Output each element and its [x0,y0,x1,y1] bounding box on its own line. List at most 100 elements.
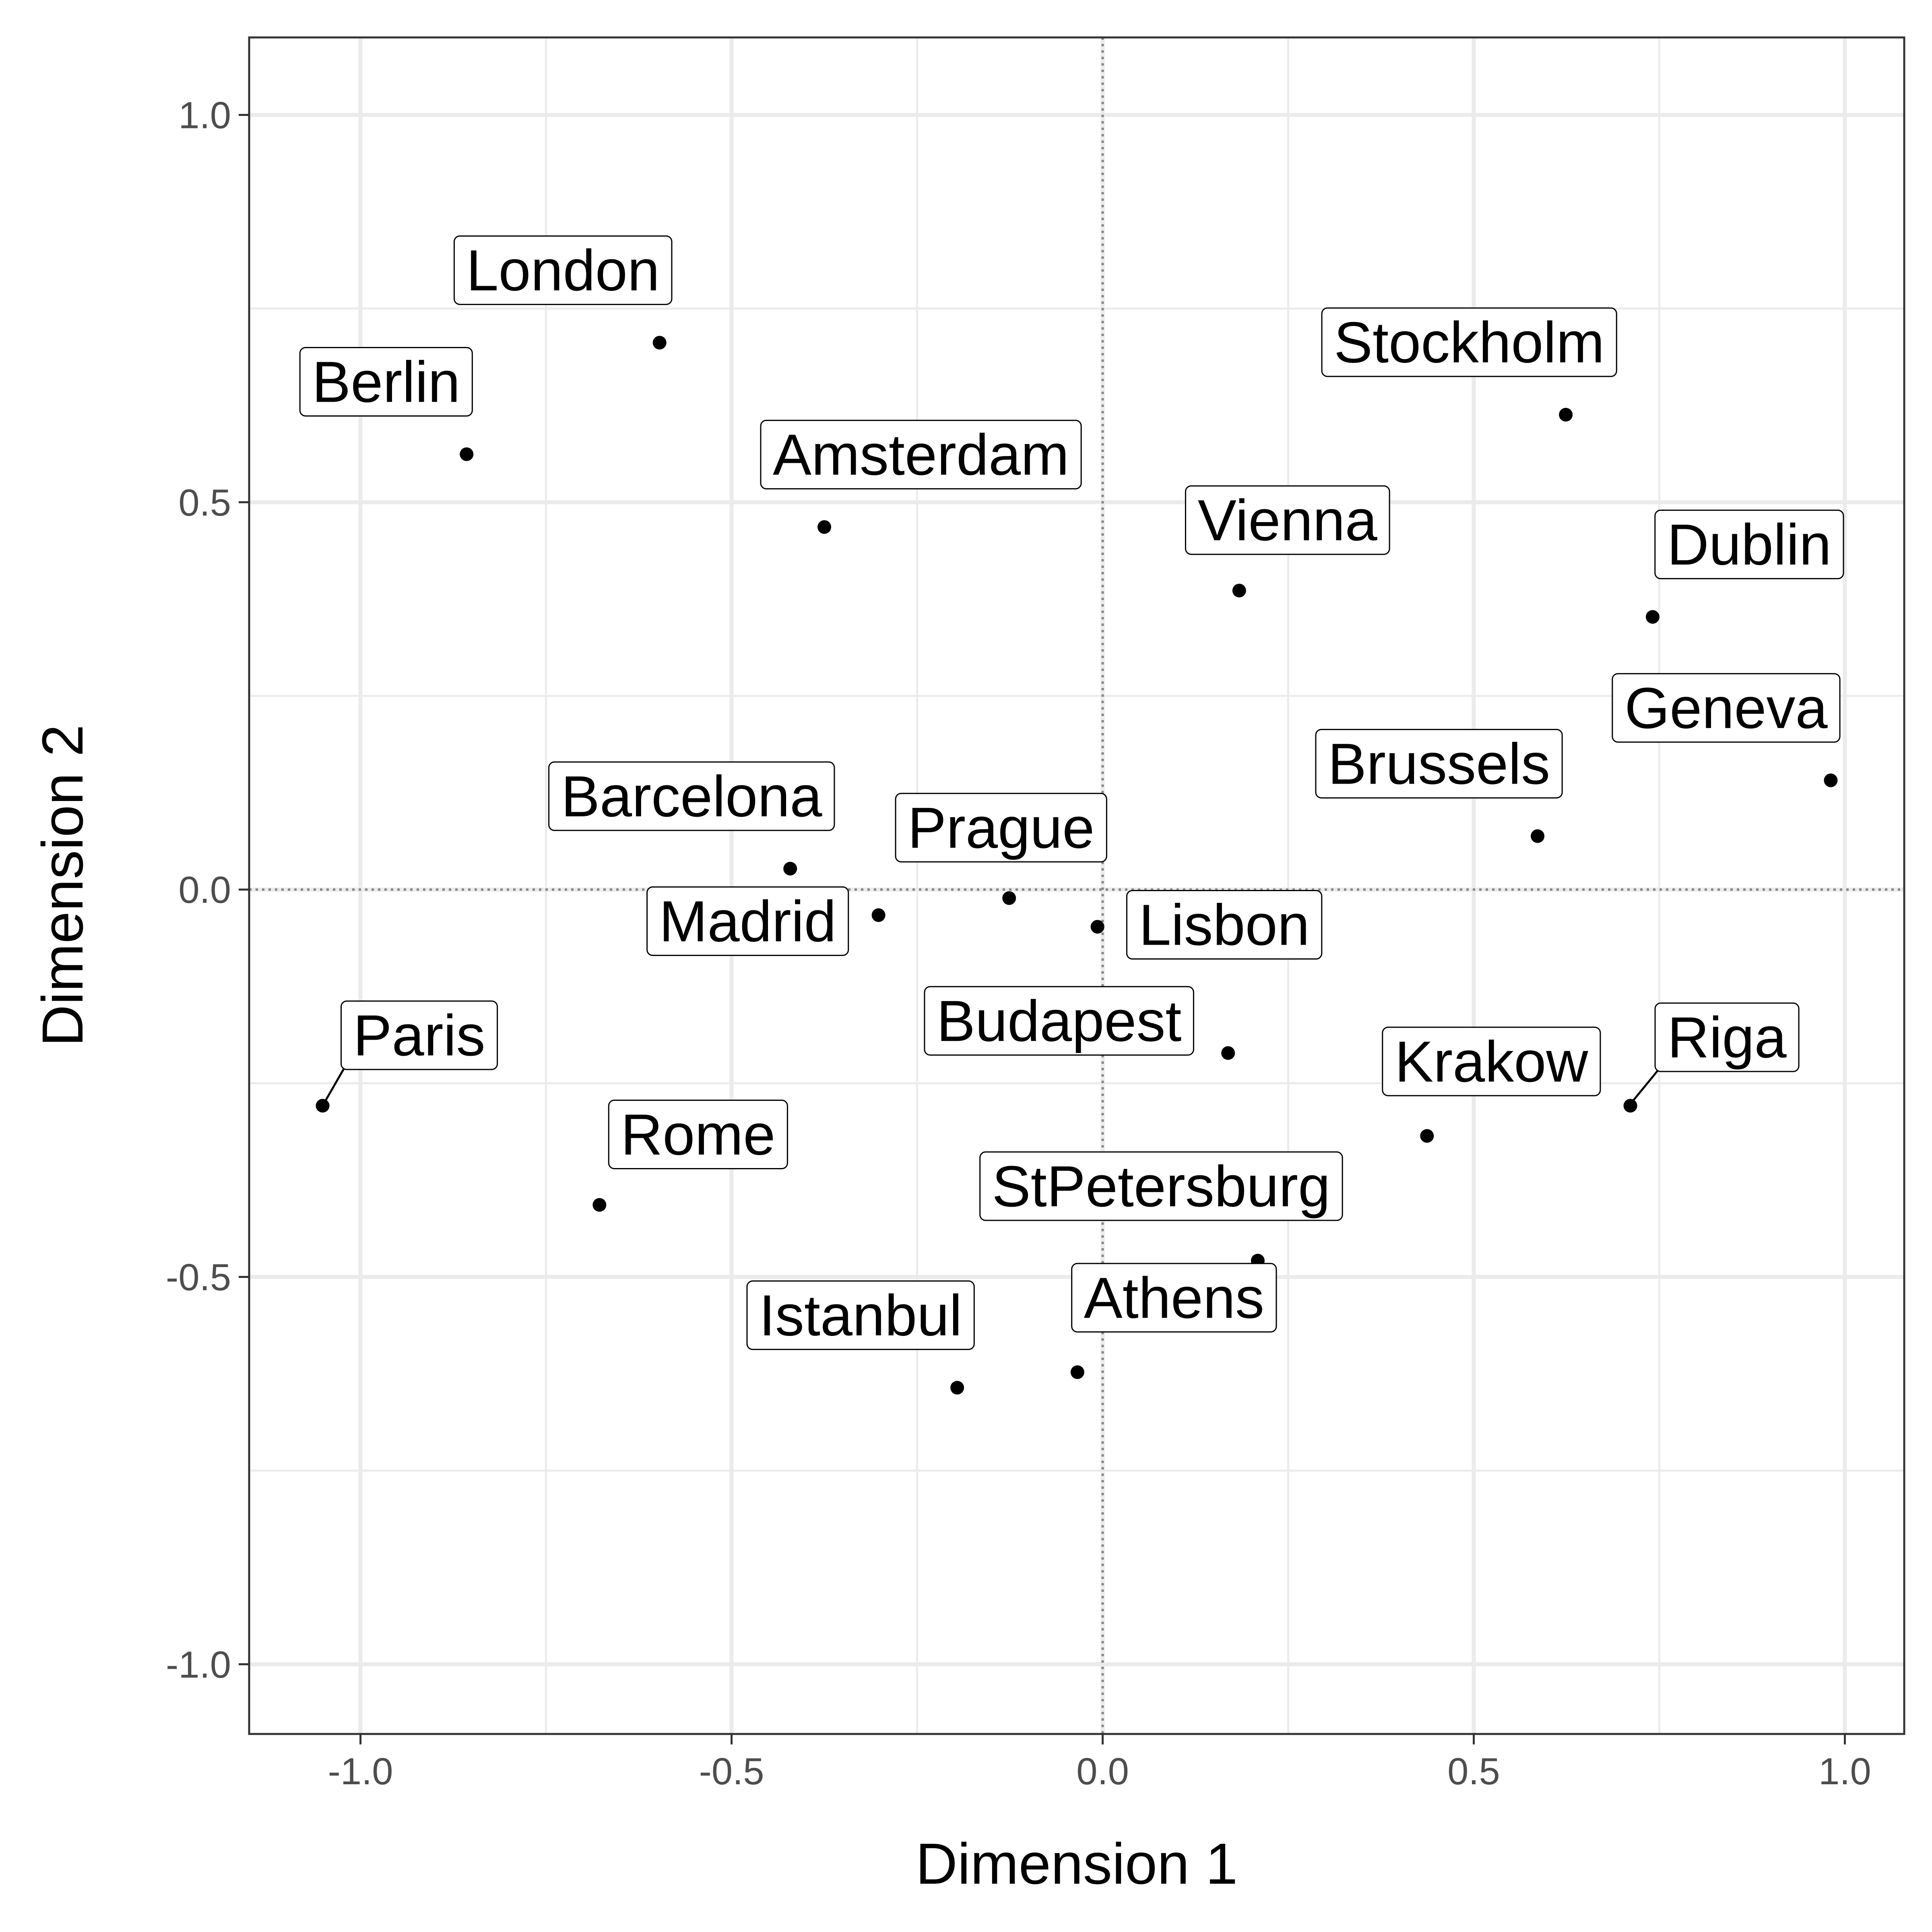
data-point [1559,408,1573,422]
point-label-box [1315,729,1563,799]
point-label: Rome [608,1099,788,1169]
data-point [1531,829,1545,843]
data-point [1002,891,1016,905]
point-label: Barcelona [548,761,835,831]
point-label: Lisbon [1126,890,1323,960]
data-point [460,447,474,461]
data-point [592,1198,607,1212]
data-point [1070,1365,1084,1379]
point-label-text: Rome [621,1102,775,1167]
point-label-text: Budapest [937,989,1181,1053]
data-point [817,520,832,534]
point-label-box [760,419,1082,489]
point-label-text: Riga [1668,1005,1787,1070]
point-label-text: Amsterdam [773,422,1069,487]
point-label: Riga [1633,1002,1800,1101]
data-point [1623,1099,1637,1113]
point-label-text: Madrid [659,889,836,954]
point-label-box [341,1000,498,1070]
point-label-text: Stockholm [1334,310,1604,375]
point-label: Budapest [924,986,1194,1056]
point-label-text: Barcelona [561,764,822,829]
point-label-text: Krakow [1395,1029,1588,1094]
point-label: Geneva [1612,673,1841,743]
point-label-text: Vienna [1198,488,1378,553]
x-tick-label: -1.0 [328,1750,393,1792]
y-tick-label: -0.5 [166,1256,231,1298]
point-label-box [608,1099,788,1169]
plot-panel [249,37,1904,1734]
point-label-text: Brussels [1328,731,1550,796]
point-label: Istanbul [746,1280,975,1350]
x-axis-title: Dimension 1 [916,1831,1238,1896]
data-points [316,336,1838,1395]
point-label-text: Lisbon [1139,893,1309,958]
point-label: Stockholm [1321,307,1617,377]
point-label: Prague [895,793,1107,863]
point-label-box [746,1280,975,1350]
point-label: Vienna [1185,485,1390,555]
x-tick-label: 0.5 [1447,1750,1500,1792]
point-label-text: Berlin [312,349,460,414]
data-point [1090,920,1104,934]
point-label-box [646,886,849,956]
point-label: Paris [325,1000,498,1101]
label-leader-line [1633,1069,1659,1101]
point-label-box [1654,1002,1800,1072]
point-label-text: Dublin [1667,512,1831,577]
point-label-text: Istanbul [759,1283,962,1348]
point-label-box [1126,890,1323,960]
point-label-text: Paris [353,1003,485,1068]
point-label-text: StPetersburg [992,1154,1330,1219]
data-point [1221,1046,1235,1060]
point-label-box [924,986,1194,1056]
point-label: Athens [1071,1263,1277,1333]
point-label-box [453,235,673,305]
data-point [316,1099,330,1113]
point-label-box [1321,307,1617,377]
point-label: Berlin [299,347,473,417]
point-label: London [453,235,673,305]
x-tick-label: 0.0 [1076,1750,1129,1792]
point-label-box [1071,1263,1277,1333]
point-label: StPetersburg [979,1151,1343,1221]
point-label-box [1612,673,1841,743]
y-tick-label: 0.5 [178,481,231,524]
data-point [1420,1129,1434,1143]
x-tick-label: -0.5 [699,1750,764,1792]
y-axis-title: Dimension 2 [30,724,95,1046]
point-label: Brussels [1315,729,1563,799]
data-point [1232,584,1246,598]
point-label-box [1185,485,1390,555]
point-label: Amsterdam [760,419,1082,489]
point-label-box [299,347,473,417]
point-label-text: Geneva [1624,676,1828,741]
x-tick-label: 1.0 [1818,1750,1871,1792]
data-point [871,908,886,922]
point-label: Krakow [1382,1026,1601,1096]
point-label-text: Athens [1084,1265,1264,1330]
axes: -1.0 -0.5 0.0 0.5 1.0 -1.0 -0.5 0.0 0.5 1.0 [166,94,1871,1792]
point-label: Madrid [646,886,849,956]
data-point [783,862,797,876]
point-label: Dublin [1654,510,1844,580]
data-point [652,336,667,350]
y-tick-label: 0.0 [178,869,231,911]
y-tick-label: -1.0 [166,1643,231,1686]
point-label-box [548,761,835,831]
point-label-box [1654,510,1844,580]
plot-border [248,36,1905,1735]
point-label-box [979,1151,1343,1221]
point-label-text: Prague [908,795,1094,860]
point-label-text: London [466,238,660,303]
data-point [1645,610,1660,624]
point-label-box [1382,1026,1601,1096]
data-point [950,1381,964,1395]
label-leader-line [325,1067,345,1101]
reference-lines [249,37,1904,1734]
point-label-box [895,793,1107,863]
data-point [1824,773,1838,787]
y-tick-label: 1.0 [178,94,231,136]
